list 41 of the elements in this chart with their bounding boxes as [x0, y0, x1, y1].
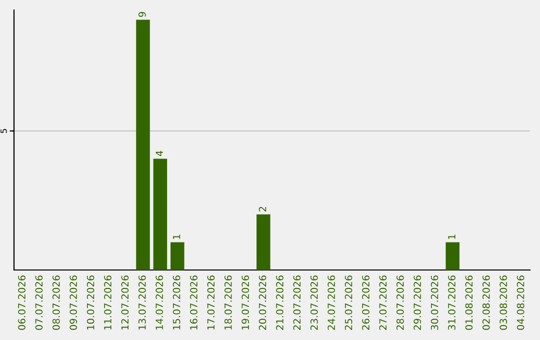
x-tick-label: 20.07.2026	[258, 275, 266, 330]
x-tick-label: 27.07.2026	[379, 275, 387, 330]
x-tick-label: 07.07.2026	[35, 275, 43, 330]
bar	[446, 242, 460, 270]
x-tick-label: 19.07.2026	[242, 275, 250, 330]
x-tick-label: 30.07.2026	[430, 275, 438, 330]
x-tick-label: 17.07.2026	[207, 275, 215, 330]
data-label: 4	[156, 150, 163, 156]
x-tick-label: 02.08.2026	[482, 275, 490, 330]
x-tick-label: 29.07.2026	[414, 275, 422, 330]
x-tick-label: 04.08.2026	[516, 275, 524, 330]
x-tick-label: 18.07.2026	[224, 275, 232, 330]
y-tick-label: 5	[0, 129, 7, 133]
x-tick-label: 24.07.2026	[328, 275, 336, 330]
x-tick-label: 13.07.2026	[138, 275, 146, 330]
x-tick-label: 26.07.2026	[362, 275, 370, 330]
x-tick-label: 09.07.2026	[70, 275, 78, 330]
x-tick-label: 03.08.2026	[500, 275, 508, 330]
bar	[136, 20, 150, 270]
x-tick-label: 15.07.2026	[172, 275, 180, 330]
x-tick-label: 23.07.2026	[310, 275, 318, 330]
x-tick-label: 12.07.2026	[121, 275, 129, 330]
x-tick-label: 28.07.2026	[396, 275, 404, 330]
x-tick-label: 10.07.2026	[86, 275, 94, 330]
data-label: 9	[138, 12, 146, 17]
x-tick-label: 21.07.2026	[276, 275, 284, 330]
x-tick-label: 16.07.2026	[190, 275, 198, 330]
data-label: 1	[172, 234, 180, 239]
data-label: 2	[258, 206, 266, 212]
x-tick-label: 06.07.2026	[18, 275, 26, 330]
x-tick-label: 31.07.2026	[448, 275, 456, 330]
bar	[170, 242, 184, 270]
x-tick-label: 11.07.2026	[104, 275, 112, 330]
x-tick-label: 08.07.2026	[52, 275, 60, 330]
x-tick-label: 01.08.2026	[465, 275, 473, 330]
data-label: 1	[448, 234, 456, 239]
x-tick-label: 14.07.2026	[156, 275, 164, 330]
bar	[153, 158, 168, 270]
x-tick-label: 25.07.2026	[344, 275, 352, 330]
x-tick-label: 22.07.2026	[293, 275, 301, 330]
bar	[256, 214, 270, 270]
